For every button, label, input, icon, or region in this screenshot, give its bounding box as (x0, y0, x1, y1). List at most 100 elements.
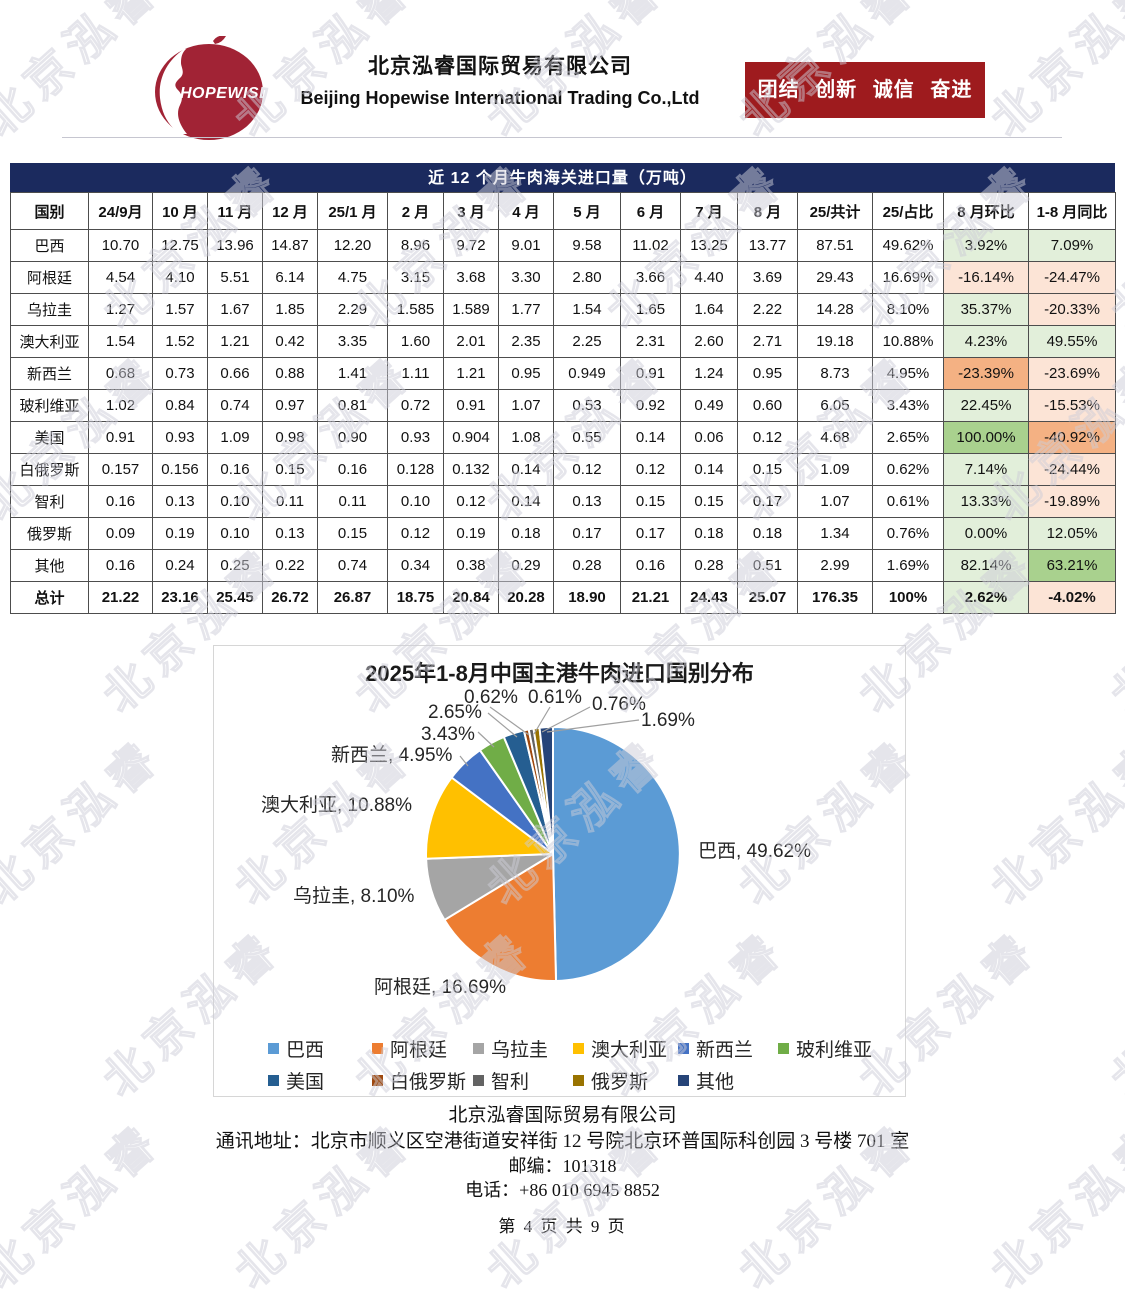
value-cell: 0.12 (620, 453, 681, 486)
legend-swatch (473, 1075, 484, 1086)
value-cell: 1.77 (498, 293, 554, 326)
legend-item-阿根廷: 阿根廷 (372, 1035, 447, 1062)
value-cell: 0.18 (737, 517, 798, 550)
legend-item-俄罗斯: 俄罗斯 (573, 1067, 648, 1094)
yoy-cell: -24.47% (1028, 261, 1116, 294)
column-header: 24/9月 (88, 192, 153, 230)
pie-label-新西兰: 新西兰, 4.95% (331, 745, 453, 766)
value-cell: 25.07 (737, 581, 798, 614)
value-cell: 0.84 (152, 389, 208, 422)
pie-chart-box: 2025年1-8月中国主港牛肉进口国别分布 巴西, 49.62% 阿根廷, 16.… (213, 645, 906, 1097)
value-cell: 13.25 (680, 229, 738, 262)
table-row: 巴西 10.70 12.75 13.96 14.87 12.20 8.96 9.72 9.01 9… (10, 229, 1116, 262)
country-cell: 阿根廷 (10, 261, 89, 294)
value-cell: 0.90 (317, 421, 388, 454)
column-header: 12 月 (262, 192, 318, 230)
column-header: 8 月环比 (943, 192, 1029, 230)
value-cell: 2.31 (620, 325, 681, 358)
label-leader-line (477, 731, 495, 748)
value-cell: 0.15 (262, 453, 318, 486)
imports-table-section: 近 12 个月牛肉海关进口量（万吨） 国别 24/9月 10 月 11 月 12 月 25… (10, 163, 1116, 614)
value-cell: 1.02 (88, 389, 153, 422)
pie-label-白俄罗斯: 0.62% (464, 687, 518, 708)
value-cell: 1.585 (387, 293, 444, 326)
chart-legend-row-2: 美国 白俄罗斯 智利 俄罗斯 其他 (214, 1067, 905, 1094)
table-row: 新西兰 0.68 0.73 0.66 0.88 1.41 1.11 1.21 0.95 0.949… (10, 357, 1116, 390)
value-cell: 0.18 (498, 517, 554, 550)
column-header: 25/1 月 (317, 192, 388, 230)
value-cell: 0.25 (207, 549, 263, 582)
value-cell: 1.27 (88, 293, 153, 326)
label-leader-line (533, 706, 551, 735)
footer-company: 北京泓睿国际贸易有限公司 (448, 1105, 677, 1126)
value-cell: 0.06 (680, 421, 738, 454)
pie-slice-巴西 (552, 726, 681, 982)
table-row: 其他 0.16 0.24 0.25 0.22 0.74 0.34 0.38 0.29 0.28 0.… (10, 549, 1116, 582)
value-cell: 1.52 (152, 325, 208, 358)
slogan-banner: 团结 创新 诚信 奋进 (745, 62, 985, 118)
legend-label: 巴西 (286, 1040, 325, 1061)
yoy-cell: -40.92% (1028, 421, 1116, 454)
value-cell: 0.15 (620, 485, 681, 518)
value-cell: 0.28 (553, 549, 621, 582)
column-header: 5 月 (553, 192, 621, 230)
label-leader-line (489, 706, 530, 736)
value-cell: 0.16 (88, 549, 153, 582)
value-cell: 3.66 (620, 261, 681, 294)
value-cell: 1.24 (680, 357, 738, 390)
value-cell: 10.70 (88, 229, 153, 262)
value-cell: 0.24 (152, 549, 208, 582)
value-cell: 1.11 (387, 357, 444, 390)
value-cell: 12.75 (152, 229, 208, 262)
legend-label: 乌拉圭 (491, 1040, 549, 1061)
country-cell: 白俄罗斯 (10, 453, 89, 486)
pie-label-玻利维亚: 3.43% (421, 724, 475, 745)
value-cell: 2.65% (872, 421, 944, 454)
value-cell: 29.43 (797, 261, 873, 294)
table-row: 白俄罗斯 0.157 0.156 0.16 0.15 0.16 0.128 0.132 0.14… (10, 453, 1116, 486)
pie-label-智利: 0.61% (528, 687, 582, 708)
value-cell: 0.95 (498, 357, 554, 390)
mom-cell: 3.92% (943, 229, 1029, 262)
value-cell: 24.43 (680, 581, 738, 614)
value-cell: 0.15 (737, 453, 798, 486)
value-cell: 1.54 (88, 325, 153, 358)
watermark-text: 北京泓睿 (980, 0, 1125, 147)
pie-label-阿根廷: 阿根廷, 16.69% (374, 977, 506, 998)
logo-wordmark: HOPEWISE (180, 85, 265, 102)
value-cell: 2.25 (553, 325, 621, 358)
value-cell: 16.69% (872, 261, 944, 294)
value-cell: 0.61% (872, 485, 944, 518)
table-title: 近 12 个月牛肉海关进口量（万吨） (10, 163, 1115, 192)
legend-item-乌拉圭: 乌拉圭 (473, 1035, 548, 1062)
table-row: 智利 0.16 0.13 0.10 0.11 0.11 0.10 0.12 0.14 0.13 0.… (10, 485, 1116, 518)
value-cell: 1.08 (498, 421, 554, 454)
column-header: 7 月 (680, 192, 738, 230)
value-cell: 26.72 (262, 581, 318, 614)
value-cell: 0.14 (498, 453, 554, 486)
column-header: 11 月 (207, 192, 263, 230)
value-cell: 0.92 (620, 389, 681, 422)
value-cell: 0.14 (620, 421, 681, 454)
value-cell: 4.95% (872, 357, 944, 390)
value-cell: 0.68 (88, 357, 153, 390)
value-cell: 0.14 (680, 453, 738, 486)
value-cell: 0.81 (317, 389, 388, 422)
yoy-cell: -20.33% (1028, 293, 1116, 326)
mom-cell: -23.39% (943, 357, 1029, 390)
value-cell: 11.02 (620, 229, 681, 262)
mom-cell: 4.23% (943, 325, 1029, 358)
value-cell: 18.75 (387, 581, 444, 614)
mom-cell: 13.33% (943, 485, 1029, 518)
mom-cell: 0.00% (943, 517, 1029, 550)
value-cell: 18.90 (553, 581, 621, 614)
country-cell: 巴西 (10, 229, 89, 262)
chart-title: 2025年1-8月中国主港牛肉进口国别分布 (365, 661, 754, 686)
column-header: 25/占比 (872, 192, 944, 230)
value-cell: 0.66 (207, 357, 263, 390)
country-cell: 乌拉圭 (10, 293, 89, 326)
value-cell: 0.12 (443, 485, 499, 518)
value-cell: 0.17 (737, 485, 798, 518)
pie-slice-澳大利亚 (425, 776, 554, 860)
company-name-en: Beijing Hopewise International Trading C… (300, 88, 700, 108)
